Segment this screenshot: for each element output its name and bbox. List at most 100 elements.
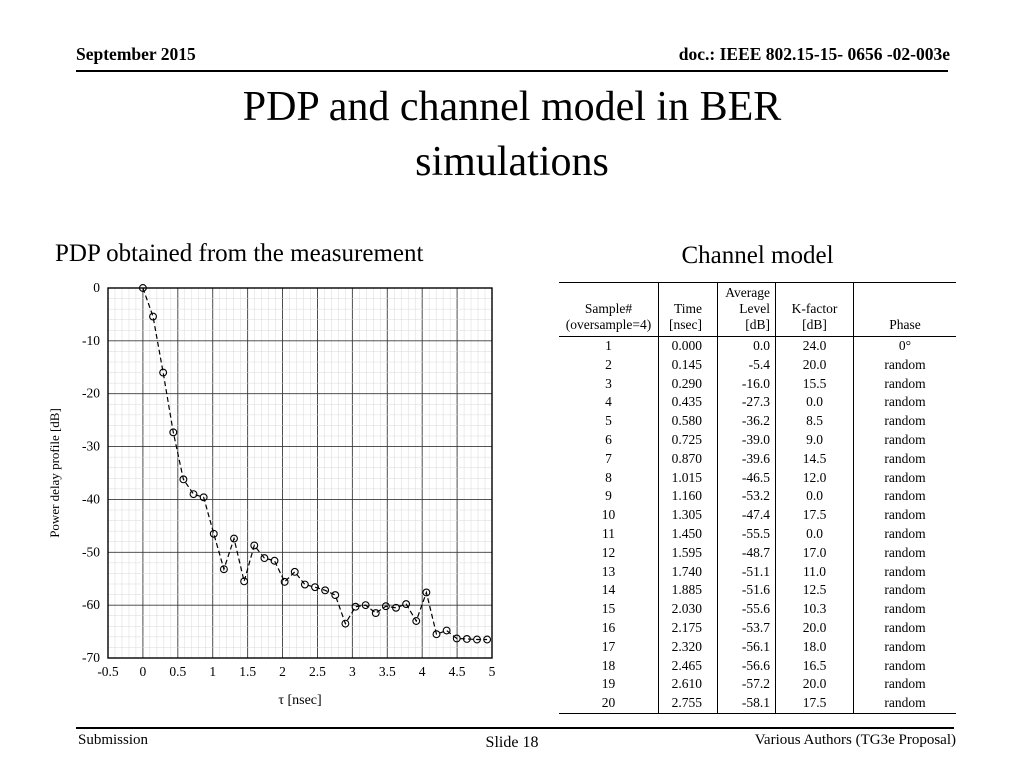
table-row: 10 1.305 -47.4 17.5 random (559, 506, 956, 525)
table-cell: 10 (559, 506, 659, 525)
table-cell: -58.1 (718, 694, 776, 713)
channel-model-heading: Channel model (681, 242, 834, 269)
table-cell: -27.3 (718, 393, 776, 413)
svg-text:Power delay profile [dB]: Power delay profile [dB] (47, 408, 62, 538)
table-cell: 12.5 (776, 581, 854, 601)
svg-text:3: 3 (349, 664, 356, 679)
table-cell: random (884, 488, 926, 504)
table-row: 1 0.000 0.0 24.0 0° (559, 337, 956, 356)
table-cell: random (884, 450, 926, 466)
svg-text:-30: -30 (82, 439, 100, 454)
svg-text:2.5: 2.5 (309, 664, 326, 679)
footer-slide-number: Slide 18 (485, 734, 539, 751)
table-cell: 2 (559, 355, 659, 375)
table-cell: -55.5 (718, 524, 776, 544)
table-row: 18 2.465 -56.6 16.5 random (559, 656, 956, 676)
table-cell: 0.0 (776, 524, 854, 544)
table-cell: 1.740 (659, 562, 718, 582)
table-cell: 0.290 (659, 374, 718, 394)
pdp-chart: -0.5 0 0.5 1 1.5 2 2.5 3 3.5 4 4.5 5 0 -10 -20 -30 -40 -5… (44, 276, 514, 726)
header-date: September 2015 (76, 44, 196, 64)
svg-text:4.5: 4.5 (449, 664, 466, 679)
table-cell: random (884, 638, 926, 654)
table-cell: random (884, 657, 926, 673)
header-doc-number: doc.: IEEE 802.15-15- 0656 -02-003e (678, 44, 950, 64)
svg-text:-60: -60 (82, 597, 100, 612)
slide-title-line1: PDP and channel model in BER (242, 84, 782, 130)
table-cell: 17.5 (776, 694, 854, 713)
table-cell: 16.5 (776, 656, 854, 676)
table-cell: 16 (559, 618, 659, 638)
table-row: 14 1.885 -51.6 12.5 random (559, 581, 956, 601)
table-cell: 14 (559, 581, 659, 601)
table-row: 12 1.595 -48.7 17.0 random (559, 543, 956, 563)
table-cell: 18 (559, 656, 659, 676)
svg-text:0: 0 (93, 280, 100, 295)
table-cell: random (884, 695, 926, 711)
table-cell: 0.145 (659, 355, 718, 375)
table-cell: 9.0 (776, 430, 854, 450)
table-cell: 0° (898, 338, 912, 353)
table-cell: 0.0 (718, 337, 776, 356)
table-row: 3 0.290 -16.0 15.5 random (559, 374, 956, 394)
svg-text:0: 0 (140, 664, 147, 679)
table-cell: 1 (559, 337, 659, 356)
table-cell: 1.305 (659, 506, 718, 525)
table-cell: 4 (559, 393, 659, 413)
table-cell: random (884, 619, 926, 635)
table-cell: 15 (559, 600, 659, 619)
table-row: 17 2.320 -56.1 18.0 random (559, 637, 956, 657)
table-cell: 1.595 (659, 543, 718, 563)
table-cell: -5.4 (718, 355, 776, 375)
table-cell: 24.0 (776, 337, 854, 356)
table-header-cell: K-factor [dB] (776, 283, 854, 336)
table-cell: 1.450 (659, 524, 718, 544)
table-cell: 12.0 (776, 468, 854, 488)
table-cell: random (884, 375, 926, 391)
table-cell: 18.0 (776, 637, 854, 657)
table-cell: 1.160 (659, 487, 718, 507)
table-cell: 14.5 (776, 449, 854, 469)
table-row: 5 0.580 -36.2 8.5 random (559, 412, 956, 431)
table-cell: 0.580 (659, 412, 718, 431)
table-cell: random (884, 563, 926, 579)
channel-table-head: Sample# (oversample=4) Time [nsec] Average Le… (559, 283, 956, 337)
table-row: 16 2.175 -53.7 20.0 random (559, 618, 956, 638)
table-cell: -39.0 (718, 430, 776, 450)
footer-submission: Submission (78, 732, 149, 748)
svg-text:1: 1 (209, 664, 216, 679)
table-cell: -47.4 (718, 506, 776, 525)
table-cell: 13 (559, 562, 659, 582)
table-cell: 2.755 (659, 694, 718, 713)
table-cell: 12 (559, 543, 659, 563)
table-cell: random (884, 525, 926, 541)
table-cell: 2.320 (659, 637, 718, 657)
table-cell: 2.465 (659, 656, 718, 676)
svg-text:τ [nsec]: τ [nsec] (278, 693, 321, 708)
table-row: 4 0.435 -27.3 0.0 random (559, 393, 956, 413)
svg-text:-0.5: -0.5 (97, 664, 119, 679)
slide-header: September 2015 doc.: IEEE 802.15-15- 065… (76, 44, 950, 65)
table-cell: 2.030 (659, 600, 718, 619)
table-cell: random (884, 356, 926, 372)
footer-divider (76, 727, 954, 729)
table-cell: 17.5 (776, 506, 854, 525)
table-row: 8 1.015 -46.5 12.0 random (559, 468, 956, 488)
svg-text:4: 4 (419, 664, 426, 679)
table-cell: 20.0 (776, 675, 854, 695)
table-cell: -48.7 (718, 543, 776, 563)
table-cell: 3 (559, 374, 659, 394)
table-cell: 5 (559, 412, 659, 431)
table-cell: 0.0 (776, 487, 854, 507)
table-cell: 8 (559, 468, 659, 488)
table-cell: random (884, 544, 926, 560)
table-row: 9 1.160 -53.2 0.0 random (559, 487, 956, 507)
table-cell: 1.015 (659, 468, 718, 488)
table-cell: 11 (559, 524, 659, 544)
table-cell: 0.435 (659, 393, 718, 413)
table-cell: -55.6 (718, 600, 776, 619)
svg-text:-10: -10 (82, 333, 100, 348)
slide-title: PDP and channel model in BER simulations (0, 80, 1024, 191)
table-cell: -16.0 (718, 374, 776, 394)
table-header-cell: Sample# (oversample=4) (559, 283, 659, 336)
